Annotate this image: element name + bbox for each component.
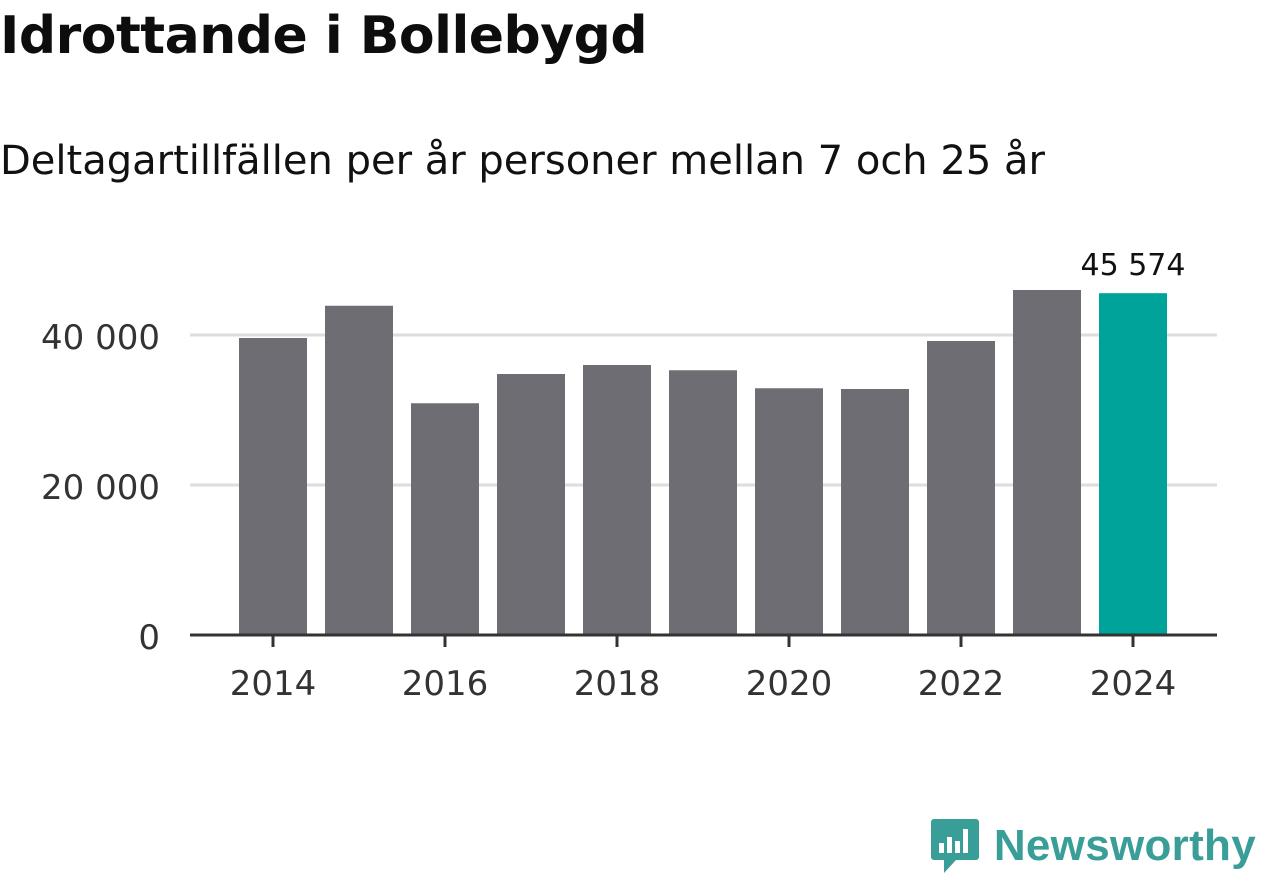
bar-2021	[841, 389, 909, 635]
x-tick-label: 2016	[402, 664, 489, 704]
newsworthy-logo-icon	[930, 819, 979, 873]
chart-subtitle: Deltagartillfällen per år personer mella…	[0, 138, 1045, 184]
chart-title: Idrottande i Bollebygd	[0, 6, 648, 66]
bar-2024	[1099, 293, 1167, 635]
newsworthy-logo: Newsworthy	[930, 817, 1256, 875]
x-tick-label: 2022	[918, 664, 1005, 704]
bar-2020	[755, 388, 823, 635]
x-tick-label: 2024	[1090, 664, 1177, 704]
bar-2023	[1013, 290, 1081, 635]
bars	[239, 290, 1167, 635]
bar-2019	[669, 370, 737, 635]
bar-2018	[583, 365, 651, 635]
x-tick-label: 2014	[230, 664, 317, 704]
bar-chart: 0 20 000 40 000 45 574 2014 2016 2018 2020 2022 2…	[41, 248, 1217, 704]
x-tick-label: 2020	[746, 664, 833, 704]
y-tick-label: 40 000	[41, 318, 160, 358]
labels: 0 20 000 40 000 45 574 2014 2016 2018 2020 2022 2…	[41, 248, 1185, 704]
brand-name: Newsworthy	[993, 821, 1256, 870]
x-tick-label: 2018	[574, 664, 661, 704]
bar-2022	[927, 341, 995, 635]
bar-2014	[239, 338, 307, 635]
bar-2016	[411, 403, 479, 635]
data-label-2024: 45 574	[1081, 248, 1186, 283]
bar-2015	[325, 305, 393, 635]
y-tick-label: 20 000	[41, 468, 160, 508]
axes	[190, 633, 1217, 647]
y-tick-label: 0	[138, 618, 160, 658]
bar-2017	[497, 374, 565, 635]
